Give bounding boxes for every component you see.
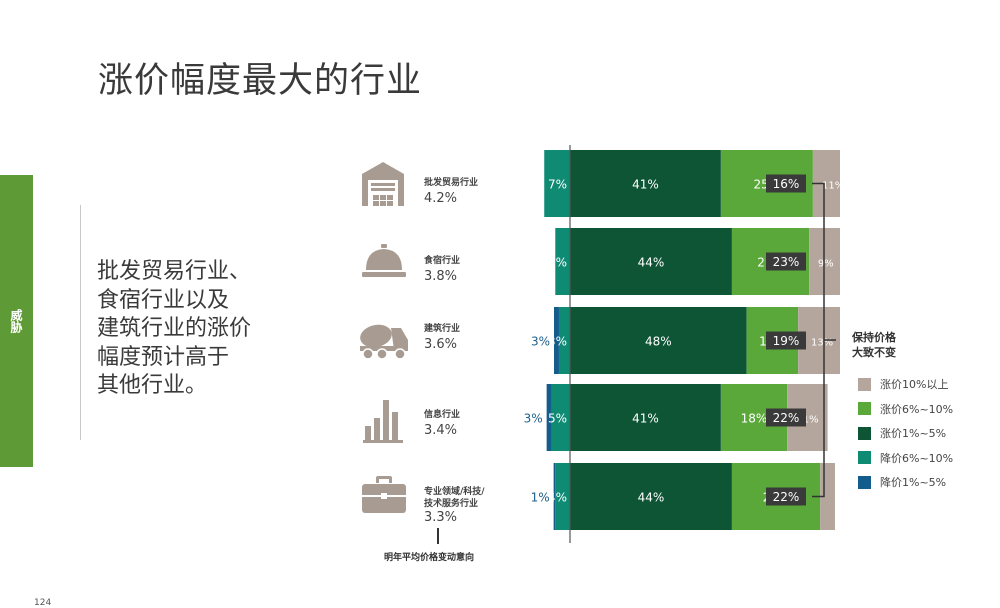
data-label: 3% (524, 412, 543, 426)
summary-text: 批发贸易行业、 食宿行业以及 建筑行业的涨价 幅度预计高于 其他行业。 (97, 258, 297, 401)
data-label: 1% (531, 491, 550, 505)
unchanged-value: 16% (773, 177, 800, 191)
data-label: 18% (741, 412, 768, 426)
legend-item: 涨价6%~10% (858, 401, 953, 417)
bar-chart-icon (363, 400, 403, 443)
unchanged-badge (766, 174, 806, 193)
data-label: 44% (638, 256, 665, 270)
data-label: 41% (632, 412, 659, 426)
summary-line: 建筑行业的涨价 (97, 316, 252, 341)
legend-swatch (858, 402, 871, 415)
warehouse-icon (362, 162, 404, 206)
cut-6-10-segment (558, 307, 570, 374)
cut-6-10-segment (555, 463, 570, 530)
cut-1-5-segment (553, 463, 556, 530)
industry-value-construction: 3.6% (424, 337, 458, 352)
unchanged-value: 22% (773, 490, 800, 504)
unchanged-badge (766, 408, 806, 427)
summary-line: 其他行业。 (97, 373, 208, 398)
raise-1-5-segment (570, 150, 721, 217)
industry-value-information: 3.4% (424, 423, 458, 438)
raise-1-5-segment (570, 307, 747, 374)
cut-6-10-segment (555, 228, 570, 295)
legend-swatch (858, 475, 871, 489)
briefcase-icon (362, 476, 406, 513)
legend-label: 降价6%~10% (880, 451, 954, 465)
data-label: 48% (645, 335, 672, 349)
unchanged-value: 19% (773, 334, 800, 348)
industry-name-line: 专业领域/科技/ (424, 487, 485, 497)
data-label: 3% (531, 335, 550, 349)
data-label: 41% (632, 178, 659, 192)
data-label: 13% (811, 338, 833, 349)
unchanged-label: 保持价格 大致不变 (852, 330, 896, 360)
industry-name-hospitality: 食宿行业 (424, 256, 461, 266)
industry-name-construction: 建筑行业 (424, 324, 461, 334)
vertical-divider (80, 205, 81, 440)
raise-1-5-segment (570, 463, 732, 530)
legend-label: 涨价10%以上 (880, 378, 949, 391)
page-title: 涨价幅度最大的行业 (98, 61, 423, 101)
unchanged-badge (766, 487, 806, 506)
raise-1-5-segment (570, 228, 732, 295)
cut-6-10-segment (551, 384, 570, 451)
industry-value-professional: 3.3% (424, 510, 458, 525)
legend-item: 涨价10%以上 (858, 376, 953, 392)
legend-label: 涨价1%~5% (880, 427, 947, 440)
summary-line: 批发贸易行业、 (97, 259, 252, 284)
cut-6-10-segment (544, 150, 570, 217)
cut-1-5-segment (553, 307, 559, 374)
industry-value-wholesale: 4.2% (424, 191, 458, 206)
data-label: 4% (548, 491, 567, 505)
service-bell-icon (362, 244, 406, 277)
unchanged-badge (766, 252, 806, 271)
legend-label: 降价1%~5% (880, 476, 947, 489)
legend-item: 降价6%~10% (858, 450, 953, 466)
raise-1-5-segment (570, 384, 721, 451)
data-label: 44% (638, 491, 665, 505)
footnote-marker (437, 528, 439, 544)
data-label: 5% (548, 412, 567, 426)
legend-item: 涨价1%~5% (858, 425, 953, 441)
cement-truck-icon (360, 324, 408, 360)
legend-swatch (858, 426, 871, 440)
cut-1-5-segment (546, 384, 552, 451)
unchanged-value: 23% (773, 255, 800, 269)
data-label: 3% (548, 335, 567, 349)
legend-label: 涨价6%~10% (880, 402, 954, 416)
data-label: 7% (548, 178, 567, 192)
summary-line: 食宿行业以及 (97, 287, 230, 313)
summary-line: 幅度预计高于 (97, 344, 230, 370)
unchanged-label-line: 保持价格 (852, 331, 896, 344)
industry-name-wholesale: 批发贸易行业 (424, 178, 479, 188)
data-label: 4% (548, 256, 567, 270)
data-label: 9% (818, 259, 834, 270)
unchanged-badge (766, 331, 806, 350)
industry-name-line: 技术服务行业 (424, 499, 479, 509)
side-section-tab[interactable]: 威胁 (0, 175, 33, 467)
data-label: 11% (796, 415, 818, 426)
data-label: 11% (822, 181, 840, 192)
stacked-bar-chart: 41%25%11%7%16%44%21%9%4%23%48%14%13%3%3%… (524, 145, 840, 543)
industry-name-professional: 专业领域/科技/ 技术服务行业 (424, 486, 485, 510)
unchanged-label-line: 大致不变 (852, 346, 896, 359)
legend-swatch (858, 377, 871, 391)
industry-name-information: 信息行业 (424, 410, 461, 420)
side-section-label: 威胁 (9, 309, 23, 333)
page-number: 124 (34, 598, 52, 608)
legend-item: 降价1%~5% (858, 474, 953, 490)
legend-swatch (858, 451, 871, 464)
chart-legend: 涨价10%以上 涨价6%~10% 涨价1%~5% 降价6%~10% 降价1%~5… (858, 376, 953, 499)
industry-value-hospitality: 3.8% (424, 269, 458, 284)
unchanged-value: 22% (773, 411, 800, 425)
footnote: 明年平均价格变动意向 (384, 553, 475, 563)
